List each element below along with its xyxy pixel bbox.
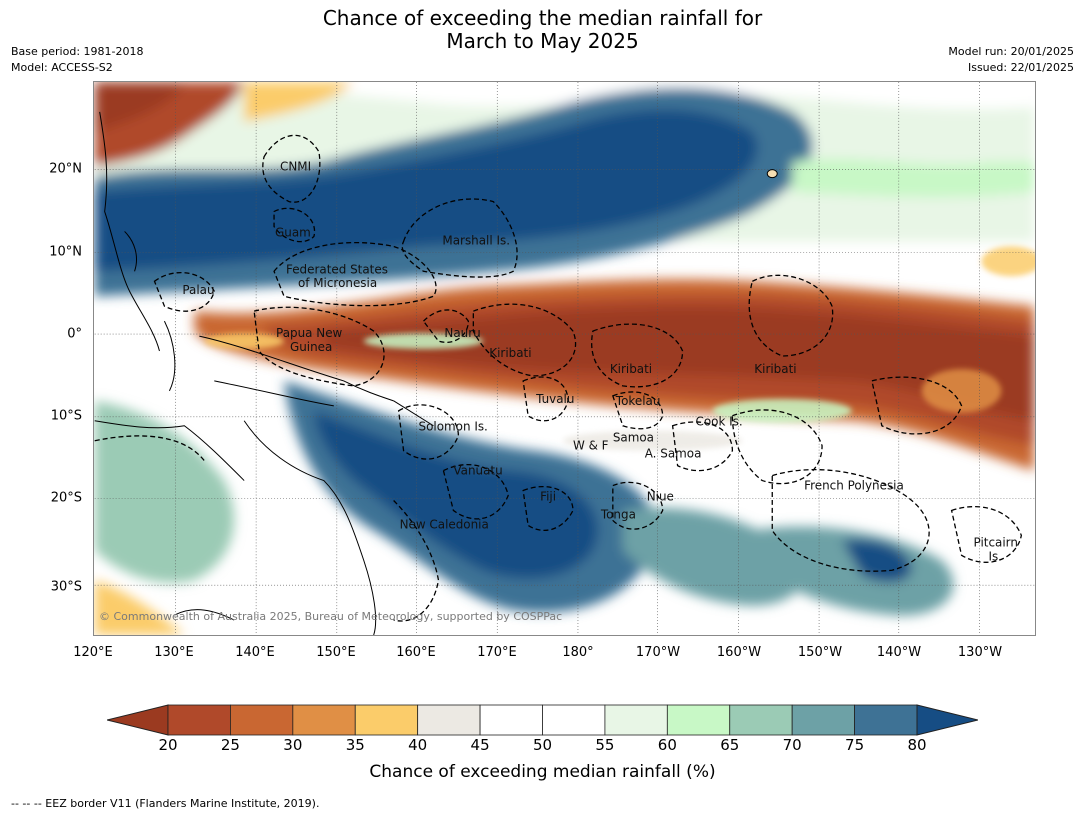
- y-tick: 20°N: [49, 161, 82, 177]
- label-nauru: Nauru: [444, 326, 480, 340]
- label-cnmi: CNMI: [280, 160, 311, 174]
- colorbar-tick: 65: [720, 736, 740, 754]
- label-french-polynesia: French Polynesia: [804, 479, 904, 493]
- colorbar-tick: 50: [532, 736, 553, 754]
- label-samoa: Samoa: [613, 431, 654, 445]
- colorbar-tick: 55: [595, 736, 615, 754]
- colorbar-tick: 20: [158, 736, 178, 754]
- colorbar-segment: [417, 704, 481, 736]
- colorbar-tick: 80: [907, 736, 927, 754]
- x-tick: 170°W: [635, 645, 681, 660]
- x-tick: 120°E: [73, 645, 113, 660]
- colorbar-segment: [729, 704, 793, 736]
- copyright-notice: © Commonwealth of Australia 2025, Bureau…: [99, 610, 563, 623]
- colorbar-segment: [854, 704, 918, 736]
- colorbar-tick: 40: [408, 736, 428, 754]
- colorbar-segment: [542, 704, 606, 736]
- rainfall-detail: [204, 246, 1035, 506]
- rainfall-map: CNMI Guam Marshall Is. Federated States …: [93, 81, 1036, 636]
- label-kiribati-east: Kiribati: [754, 362, 796, 376]
- colorbar-tick: 25: [220, 736, 240, 754]
- model-run-text: Model run: 20/01/2025: [948, 45, 1074, 58]
- colorbar-tick: 60: [657, 736, 677, 754]
- x-tick: 150°W: [797, 645, 843, 660]
- label-tonga: Tonga: [600, 507, 636, 521]
- colorbar-segment: [292, 704, 356, 736]
- x-tick: 160°W: [716, 645, 762, 660]
- title-line-2: March to May 2025: [446, 29, 639, 53]
- y-tick: 30°S: [50, 579, 82, 595]
- colorbar-tick: 75: [845, 736, 865, 754]
- label-marshall: Marshall Is.: [442, 233, 510, 247]
- colorbar-segment: [666, 704, 731, 736]
- graticule: [94, 82, 1035, 635]
- x-tick: 140°E: [235, 645, 275, 660]
- rainfall-field: [94, 82, 1035, 635]
- colorbar-tick: 35: [345, 736, 365, 754]
- colorbar-tick: 70: [782, 736, 802, 754]
- label-fiji: Fiji: [540, 489, 556, 503]
- model-text: Model: ACCESS-S2: [11, 61, 113, 74]
- issued-text: Issued: 22/01/2025: [967, 61, 1074, 74]
- x-tick: 160°E: [396, 645, 436, 660]
- base-period-text: Base period: 1981-2018: [11, 45, 144, 58]
- eez-borders: [94, 134, 1023, 622]
- colorbar-segment: [479, 704, 543, 736]
- x-tick: 180°: [562, 645, 594, 660]
- label-cook: Cook Is.: [696, 415, 743, 429]
- coastlines: [94, 111, 778, 635]
- x-tick: 140°W: [876, 645, 922, 660]
- label-solomon: Solomon Is.: [419, 420, 488, 434]
- label-fsm-1: Federated States: [286, 262, 388, 276]
- y-tick: 20°S: [50, 490, 82, 506]
- eez-footnote: -- -- -- EEZ border V11 (Flanders Marine…: [11, 797, 320, 810]
- label-asamoa: A. Samoa: [645, 447, 702, 461]
- map-title: Chance of exceeding the median rainfall …: [0, 7, 1085, 53]
- meta-right: Model run: 20/01/2025 Issued: 22/01/2025: [948, 44, 1074, 76]
- colorbar-tick: 45: [470, 736, 490, 754]
- colorbar-segment: [230, 704, 294, 736]
- colorbar-extend-low: [107, 704, 169, 736]
- label-guam: Guam: [275, 225, 311, 239]
- meta-left: Base period: 1981-2018 Model: ACCESS-S2: [11, 44, 143, 76]
- label-png-1: Papua New: [276, 326, 343, 340]
- x-tick: 130°W: [957, 645, 1003, 660]
- label-png-2: Guinea: [290, 340, 332, 354]
- label-kiribati-central: Kiribati: [610, 362, 652, 376]
- colorbar-segment: [604, 704, 668, 736]
- colorbar-segment: [167, 704, 231, 736]
- label-wf: W & F: [573, 439, 609, 453]
- colorbar-segment: [354, 704, 419, 736]
- colorbar-tick: 30: [283, 736, 303, 754]
- y-tick: 0°: [67, 326, 82, 342]
- colorbar: [107, 704, 978, 736]
- title-line-1: Chance of exceeding the median rainfall …: [322, 6, 763, 30]
- label-kiribati-west: Kiribati: [489, 346, 531, 360]
- colorbar-segment: [791, 704, 855, 736]
- label-tokelau: Tokelau: [615, 394, 661, 408]
- colorbar-extend-high: [916, 704, 978, 736]
- label-fsm-2: of Micronesia: [298, 276, 377, 290]
- label-niue: Niue: [647, 489, 674, 503]
- y-tick: 10°S: [50, 408, 82, 424]
- y-tick: 10°N: [49, 244, 82, 260]
- x-tick: 130°E: [154, 645, 194, 660]
- x-tick: 150°E: [316, 645, 356, 660]
- x-tick: 170°E: [477, 645, 517, 660]
- label-vanuatu: Vanuatu: [453, 464, 502, 478]
- label-pitcairn-1: Pitcairn: [974, 535, 1018, 549]
- colorbar-label: Chance of exceeding median rainfall (%): [369, 762, 716, 782]
- label-new-caledonia: New Caledonia: [400, 517, 489, 531]
- label-tuvalu: Tuvalu: [535, 392, 574, 406]
- label-pitcairn-2: Is.: [988, 549, 1002, 563]
- label-palau: Palau: [182, 283, 214, 297]
